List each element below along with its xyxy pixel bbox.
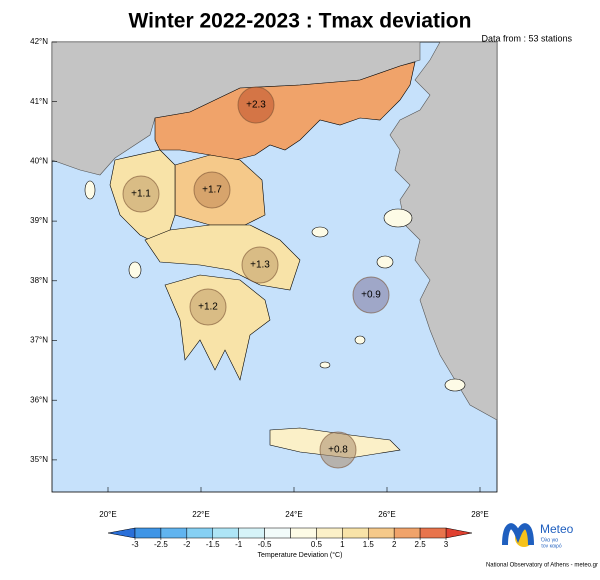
colorbar-tick-label: 3 [444,540,449,549]
region [154,61,416,161]
colorbar-tick-label: 1.5 [363,540,375,549]
lat-tick-label: 40°N [30,157,48,166]
lat-tick-label: 39°N [30,216,48,225]
colorbar-bin [212,527,239,539]
lon-tick-label: 24°E [285,510,302,519]
colorbar-tick-label: -3 [131,540,139,549]
colorbar-tick-label: 2 [392,540,397,549]
region-marker [193,171,231,209]
colorbar: -3 -2.5 -2 -1.5 -1 -0.5 0.5 1 1.5 2 2.5 3 [107,527,473,549]
region-value-label: +1.3 [250,260,270,271]
region-value-label: +1.2 [198,302,218,313]
region [174,154,266,226]
colorbar-tick-label: 0.5 [311,540,323,549]
region-marker [352,276,390,314]
colorbar-bin [368,527,395,539]
lat-tick-label: 42°N [30,37,48,46]
region-value-label: +0.8 [328,445,348,456]
lon-tick-label: 20°E [99,510,116,519]
colorbar-bin [342,527,369,539]
colorbar-bin [238,527,265,539]
lon-tick-label: 28°E [471,510,488,519]
colorbar-tick-label: -1.5 [206,540,220,549]
lon-tick-label: 22°E [192,510,209,519]
logo-name: Meteo [540,522,574,536]
subtitle: Data from : 53 stations [481,33,572,43]
logo-tagline: τον καιρό [541,542,562,549]
logo: Meteo Όλα για τον καιρό National Observa… [486,522,598,568]
colorbar-extension [445,527,473,539]
colorbar-label: Temperature Deviation (°C) [258,551,343,559]
colorbar-bin [290,527,317,539]
logo-mark [502,523,534,546]
island [383,208,413,228]
lat-tick-label: 41°N [30,97,48,106]
colorbar-bin [393,527,421,539]
lon-tick-label: 26°E [378,510,395,519]
region-marker [237,86,275,124]
island [444,378,466,392]
lat-tick-label: 38°N [30,276,48,285]
region-marker [241,246,279,284]
colorbar-bin [160,527,188,539]
map [51,41,498,493]
region-value-label: +1.1 [131,189,151,200]
island [311,226,329,238]
colorbar-tick-label: 2.5 [415,540,427,549]
colorbar-tick-label: -2.5 [154,540,168,549]
region [144,224,301,291]
lat-tick-label: 37°N [30,336,48,345]
colorbar-tick-label: 1 [340,540,345,549]
region-marker [189,288,227,326]
logo-tagline: Όλα για [540,537,558,543]
colorbar-tick-label: -2 [183,540,191,549]
island [84,180,96,200]
island [376,255,394,269]
axes: 42°N 41°N 40°N 39°N 38°N 37°N 36°N 35°N 20°E 22°E… [30,37,489,519]
region-marker [319,431,357,469]
region-value-label: +1.7 [202,185,222,196]
colorbar-bin [186,527,213,539]
colorbar-bin [419,527,447,539]
region-marker [122,175,160,213]
colorbar-bin [316,527,343,539]
colorbar-tick-label: -0.5 [258,540,272,549]
region-value-label: +2.3 [246,100,266,111]
colorbar-extension [107,527,136,539]
island [319,361,331,369]
title: Winter 2022-2023 : Tmax deviation [129,10,472,33]
island [354,335,366,345]
island [128,261,142,279]
lat-tick-label: 36°N [30,395,48,404]
credit: National Observatory of Athens - meteo.g… [486,563,598,569]
greek-regions [109,61,416,459]
colorbar-bin [264,527,291,539]
lat-tick-label: 35°N [30,455,48,464]
colorbar-tick-label: -1 [235,540,243,549]
region-value-label: +0.9 [361,290,381,301]
colorbar-bin [134,527,162,539]
